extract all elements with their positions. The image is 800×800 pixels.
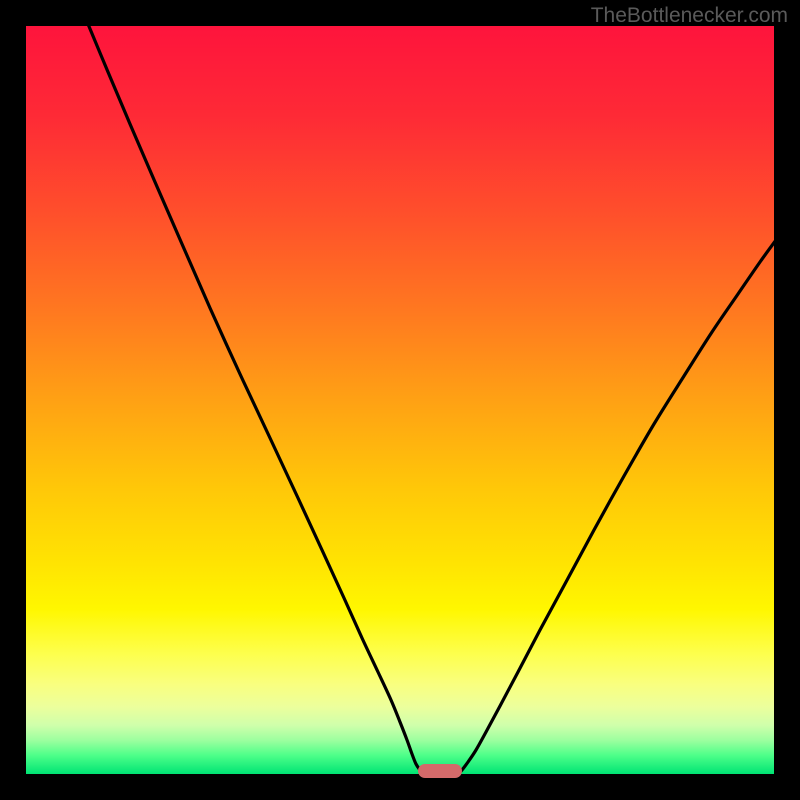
watermark-text: TheBottlenecker.com bbox=[591, 4, 788, 28]
vertex-marker bbox=[418, 764, 462, 778]
gradient-background bbox=[26, 26, 774, 774]
bottleneck-chart bbox=[0, 0, 800, 800]
chart-container: TheBottlenecker.com bbox=[0, 0, 800, 800]
